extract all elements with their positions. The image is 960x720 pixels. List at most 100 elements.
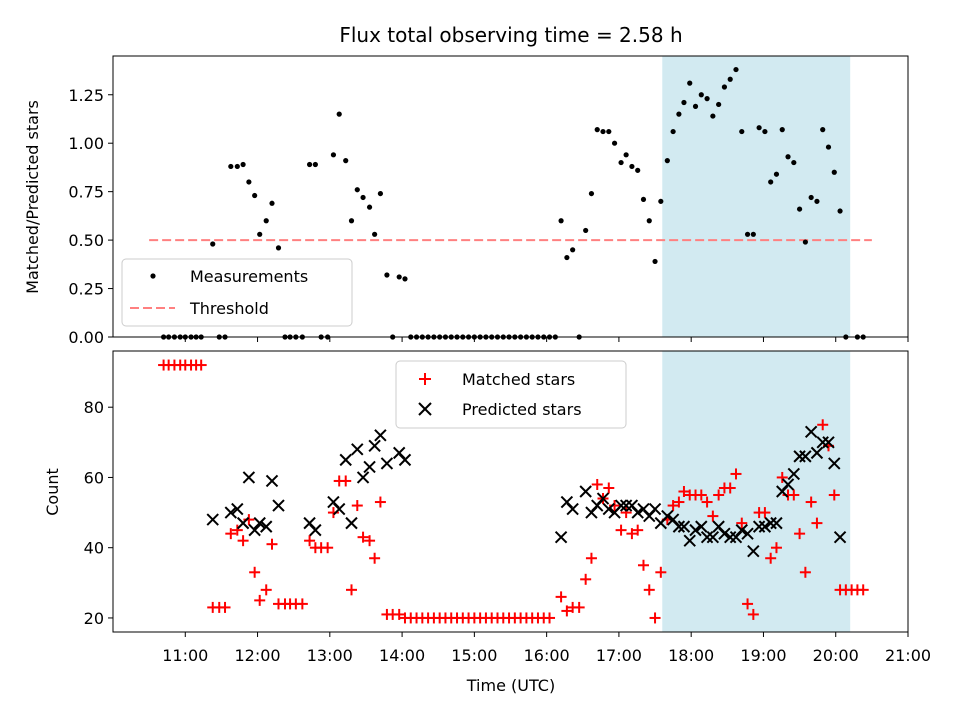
matched-star-point [632, 524, 644, 536]
matched-star-point [369, 552, 381, 564]
x-tick-label: 15:00 [451, 646, 497, 665]
measurement-point [384, 272, 390, 278]
predicted-star-point [700, 530, 714, 544]
measurement-point [246, 179, 252, 185]
measurement-point [756, 125, 762, 131]
matched-star-point [788, 489, 800, 501]
predicted-star-point [248, 523, 261, 537]
matched-star-point [817, 419, 829, 431]
legend-measurements-marker [150, 273, 156, 279]
y-tick-label: 0.25 [68, 280, 104, 299]
predicted-star-point [351, 443, 364, 456]
predicted-star-point [631, 506, 644, 519]
predicted-star-point [253, 516, 266, 530]
matched-star-point [260, 584, 272, 596]
measurement-point [825, 144, 832, 150]
y-tick-label: 0.00 [68, 328, 104, 347]
matched-star-point [776, 471, 788, 483]
predicted-star-point [368, 439, 381, 453]
predicted-star-point [764, 516, 777, 530]
legend-matched-label: Matched stars [462, 370, 575, 389]
matched-star-point [393, 608, 405, 620]
measurement-point [275, 245, 282, 251]
measurement-point [306, 161, 313, 168]
measurement-point [396, 274, 402, 280]
measurement-point [228, 163, 234, 170]
predicted-star-point [614, 499, 628, 512]
measurement-point [623, 152, 629, 158]
predicted-star-point [724, 530, 737, 544]
measurement-point [366, 204, 373, 210]
measurement-point [594, 127, 600, 133]
measurement-point [354, 187, 360, 193]
ratio-y-axis-label: Matched/Predicted stars [23, 100, 42, 294]
predicted-star-point [554, 530, 568, 544]
predicted-star-point [672, 520, 686, 533]
matched-star-point [374, 496, 386, 508]
y-tick-label: 20 [84, 609, 104, 628]
matched-stars-points [158, 359, 869, 624]
measurement-point [820, 127, 826, 133]
matched-star-point [585, 552, 597, 564]
measurement-point [312, 161, 318, 168]
observing-window-shade [662, 351, 851, 632]
measurement-point [831, 169, 837, 175]
ratio-legend: Measurements Threshold [121, 258, 353, 327]
y-tick-label: 0.50 [68, 231, 104, 250]
ratio-y-ticks: 0.00 0.25 0.50 0.75 1.00 1.25 [68, 86, 113, 347]
matched-star-point [544, 612, 556, 624]
measurement-points [160, 66, 866, 340]
predicted-star-point [799, 450, 812, 463]
predicted-stars-points [206, 425, 847, 558]
matched-star-point [678, 486, 690, 497]
measurement-point [802, 239, 808, 245]
matched-star-point [357, 531, 369, 543]
measurement-point [796, 206, 803, 212]
x-tick-label: 11:00 [162, 646, 208, 665]
predicted-star-point [374, 429, 387, 442]
legend-predicted-label: Predicted stars [462, 400, 582, 419]
measurement-point [564, 254, 570, 261]
matched-star-point [770, 542, 782, 554]
measurement-point [744, 231, 751, 237]
measurement-point [676, 111, 682, 117]
measurement-point [611, 140, 618, 146]
measurement-point [583, 227, 589, 234]
predicted-star-point [309, 523, 322, 537]
predicted-star-point [596, 492, 610, 505]
measurement-point [681, 99, 687, 106]
measurement-point [727, 76, 733, 82]
predicted-star-point [833, 530, 847, 544]
matched-star-point [364, 535, 376, 547]
predicted-star-point [236, 516, 250, 530]
predicted-star-point [718, 527, 731, 540]
measurement-point [768, 179, 774, 185]
predicted-star-point [758, 520, 772, 533]
predicted-star-point [242, 471, 256, 484]
ratio-panel: Flux total observing time = 2.58 h 0.000… [23, 23, 909, 347]
matched-star-point [266, 538, 278, 550]
legend-matched-marker [419, 373, 431, 385]
measurement-point [791, 159, 797, 166]
matched-star-point [603, 482, 615, 494]
measurement-point [733, 66, 739, 73]
matched-star-point [643, 584, 655, 596]
predicted-star-point [333, 502, 346, 516]
measurement-point [670, 128, 676, 135]
matched-star-point [649, 612, 661, 624]
ratio-legend-box [121, 258, 353, 327]
x-tick-label: 17:00 [596, 646, 642, 665]
measurement-point [773, 171, 780, 177]
matched-star-point [340, 475, 352, 487]
measurement-point [257, 231, 263, 237]
measurement-point [698, 92, 704, 98]
legend-measurements-label: Measurements [190, 267, 308, 286]
predicted-star-point [804, 425, 818, 438]
count-y-ticks: 20 40 60 80 [84, 398, 113, 628]
predicted-star-point [735, 523, 748, 537]
predicted-star-point [770, 516, 783, 530]
predicted-star-point [648, 502, 662, 516]
measurement-point [704, 96, 710, 102]
matched-star-point [304, 535, 316, 547]
